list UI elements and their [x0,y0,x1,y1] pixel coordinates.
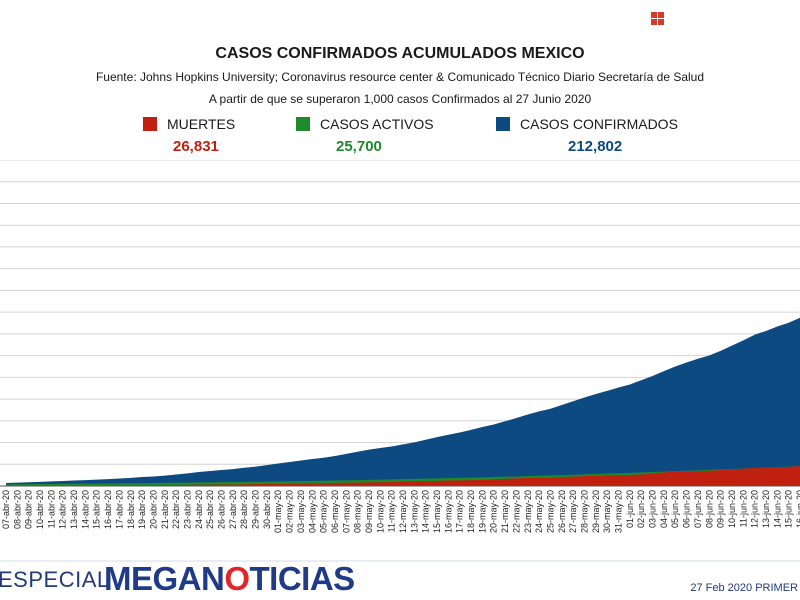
x-tick-label: 20-may-20 [489,490,499,533]
x-tick-label: 12-abr-20 [58,490,68,529]
x-tick-label: 11-abr-20 [46,490,56,528]
legend-swatch-confirmados [496,117,510,131]
x-tick-label: 05-jun-20 [670,490,680,528]
x-tick-label: 15-may-20 [432,490,442,533]
footer-date: 27 Feb 2020 PRIMER [690,582,798,594]
footer-divider [0,560,800,562]
x-tick-label: 24-may-20 [534,490,544,533]
x-tick-label: 17-abr-20 [114,490,124,529]
x-tick-label: 14-abr-20 [80,490,90,529]
x-tick-label: 04-jun-20 [659,490,669,528]
chart-source: Fuente: Johns Hopkins University; Corona… [95,70,705,84]
x-tick-label: 22-may-20 [511,490,521,533]
x-tick-label: 16-abr-20 [103,490,113,529]
x-tick-label: 06-jun-20 [682,490,692,528]
x-tick-label: 18-abr-20 [126,490,136,529]
legend-value-activos: 25,700 [336,138,382,155]
footer-bar: ESPECIAL MEGANOTICIAS 27 Feb 2020 PRIMER [0,560,800,600]
x-tick-label: 19-may-20 [477,490,487,533]
legend-item-muertes: MUERTES 26,831 [143,116,236,155]
legend-value-muertes: 26,831 [173,138,219,155]
x-tick-label: 26-may-20 [557,490,567,533]
x-tick-label: 27-may-20 [568,490,578,533]
x-tick-label: 16-jun-20 [795,490,800,528]
x-tick-label: 09-abr-20 [24,490,34,529]
x-tick-label: 21-may-20 [500,490,510,533]
x-tick-label: 27-abr-20 [228,490,238,529]
x-tick-label: 12-jun-20 [750,490,760,528]
legend-swatch-activos [296,117,310,131]
x-tick-label: 30-abr-20 [262,490,272,529]
x-tick-label: 30-may-20 [602,490,612,533]
area-chart: 07-abr-20 08-abr-20 09-abr-20 10-abr-20 11-a… [0,160,800,533]
legend-label-activos: CASOS ACTIVOS [320,116,434,132]
brand-logo: MEGANOTICIAS [104,560,355,598]
x-tick-label: 07-abr-20 [1,490,11,529]
x-tick-label: 18-may-20 [466,490,476,533]
x-tick-label: 01-may-20 [273,490,283,533]
chart-note: A partir de que se superaron 1,000 casos… [208,92,592,106]
x-tick-label: 02-jun-20 [636,490,646,528]
x-tick-label: 13-abr-20 [69,490,79,529]
x-tick-label: 09-may-20 [364,490,374,533]
x-tick-label: 10-abr-20 [35,490,45,529]
chart-title: CASOS CONFIRMADOS ACUMULADOS MEXICO [215,45,585,62]
x-tick-label: 17-may-20 [455,490,465,533]
x-tick-label: 05-may-20 [319,490,329,533]
x-tick-label: 29-abr-20 [251,490,261,529]
area-series-muertes [6,466,800,486]
x-tick-label: 09-jun-20 [716,490,726,528]
x-tick-label: 08-abr-20 [12,490,22,529]
x-tick-label: 13-jun-20 [761,490,771,528]
x-tick-label: 11-may-20 [387,490,397,532]
x-tick-label: 19-abr-20 [137,490,147,529]
x-tick-label: 14-may-20 [421,490,431,533]
legend-item-activos: CASOS ACTIVOS 25,700 [296,116,434,155]
legend-label-confirmados: CASOS CONFIRMADOS [520,116,678,132]
legend-label-muertes: MUERTES [167,116,236,132]
x-tick-label: 23-abr-20 [182,490,192,529]
legend-swatch-muertes [143,117,157,131]
x-tick-label: 21-abr-20 [160,490,170,529]
x-tick-label: 14-jun-20 [772,490,782,528]
x-tick-label: 11-jun-20 [738,490,748,527]
legend-item-confirmados: CASOS CONFIRMADOS 212,802 [496,116,678,155]
x-tick-label: 04-may-20 [307,490,317,533]
brand-accent-letter: O [224,560,250,597]
footer-especial-label: ESPECIAL [0,567,110,592]
corner-logo-icon [651,12,664,25]
area-series-casos-confirmados [6,317,800,486]
x-tick-label: 22-abr-20 [171,490,181,529]
legend-value-confirmados: 212,802 [568,138,623,155]
x-tick-label: 25-may-20 [545,490,555,533]
x-tick-label: 28-abr-20 [239,490,249,529]
x-tick-label: 06-may-20 [330,490,340,533]
x-tick-label: 10-may-20 [375,490,385,533]
x-tick-label: 08-may-20 [353,490,363,533]
x-tick-label: 23-may-20 [523,490,533,533]
x-tick-label: 02-may-20 [285,490,295,533]
brand-text: MEGANOTICIAS [104,560,355,597]
x-tick-label: 10-jun-20 [727,490,737,528]
x-tick-label: 03-may-20 [296,490,306,533]
x-tick-label: 20-abr-20 [148,490,158,529]
grid-lines [0,160,800,487]
x-tick-label: 07-may-20 [341,490,351,533]
x-tick-label: 26-abr-20 [217,490,227,529]
x-tick-label: 07-jun-20 [693,490,703,528]
x-tick-label: 15-abr-20 [92,490,102,529]
x-tick-label: 13-may-20 [409,490,419,533]
x-tick-label: 01-jun-20 [625,490,635,528]
x-tick-label: 12-may-20 [398,490,408,533]
x-tick-label: 28-may-20 [579,490,589,533]
x-tick-label: 15-jun-20 [784,490,794,528]
x-tick-label: 24-abr-20 [194,490,204,529]
x-tick-label: 31-may-20 [614,490,624,533]
x-tick-label: 25-abr-20 [205,490,215,529]
x-tick-label: 16-may-20 [443,490,453,533]
x-tick-label: 08-jun-20 [704,490,714,528]
x-tick-label: 29-may-20 [591,490,601,533]
x-tick-label: 03-jun-20 [648,490,658,528]
